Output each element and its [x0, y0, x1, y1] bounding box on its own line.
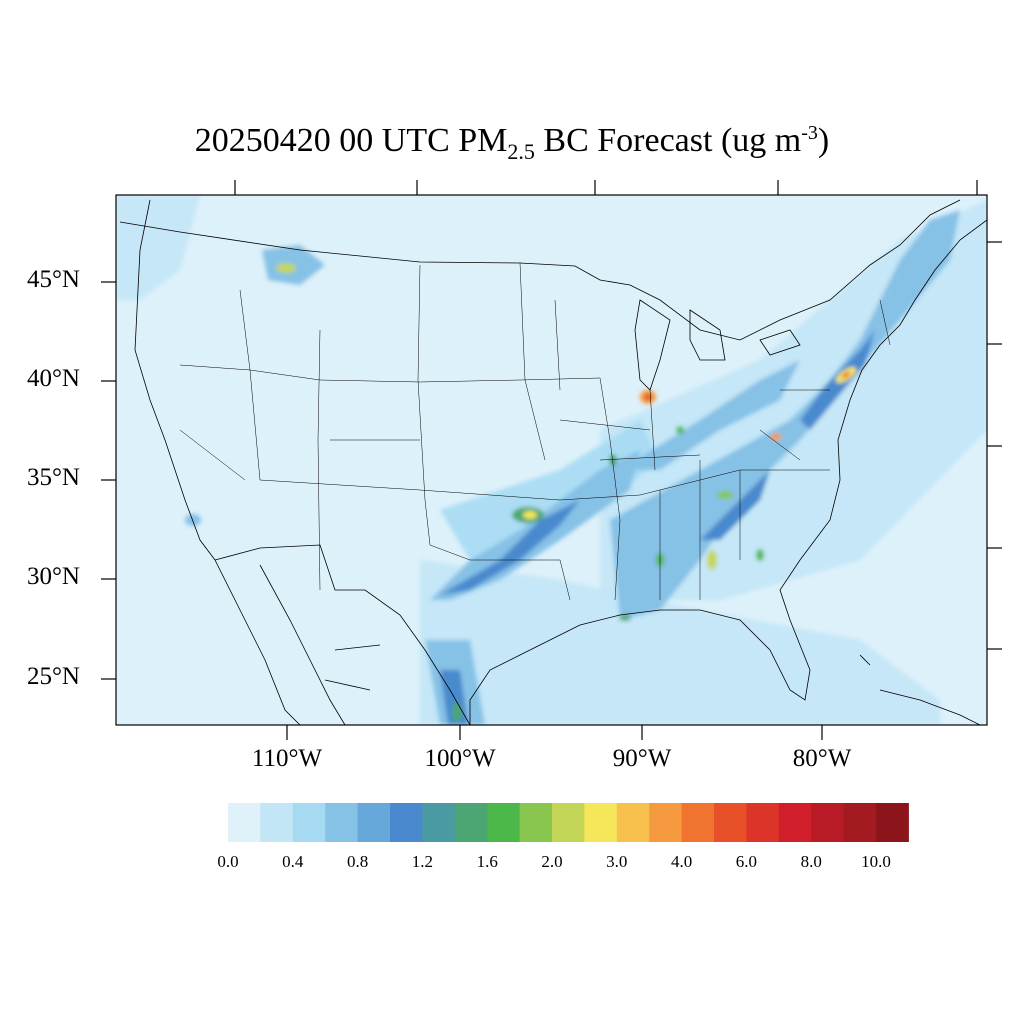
lat-label-30: 30°N: [26, 563, 80, 590]
title-species-subscript: 2.5: [507, 139, 535, 164]
colorbar: [228, 803, 909, 842]
band-ohio: [620, 360, 800, 470]
concentration-field: [116, 195, 987, 725]
haze-west-coast: [116, 195, 200, 300]
lat-label-40: 40°N: [26, 365, 80, 392]
hotspot-carolina: [771, 433, 781, 441]
colorbar-swatch: [487, 803, 521, 842]
political-boundaries: [119, 199, 987, 725]
us-canada-border: [119, 199, 961, 341]
colorbar-swatch: [616, 803, 650, 842]
colorbar-swatch: [390, 803, 423, 842]
colorbar-swatch: [552, 803, 585, 842]
colorbar-swatch: [746, 803, 780, 842]
state-lines: [179, 262, 891, 601]
core-appalachian: [700, 470, 770, 540]
colorbar-tick-label: 6.0: [735, 852, 758, 871]
colorbar-swatch: [811, 803, 845, 842]
colorbar-tick-label: 0.0: [217, 852, 239, 871]
colorbar-swatch: [454, 803, 488, 842]
lon-label-100w: 100°W: [424, 745, 496, 772]
map-frame: [115, 194, 988, 726]
axis-ticks: [101, 180, 1002, 740]
colorbar-tick-label: 0.4: [282, 852, 304, 871]
title-description: BC Forecast (ug m: [543, 122, 802, 159]
hotspot-south-texas: [452, 702, 462, 722]
colorbar-swatch: [357, 803, 391, 842]
mexico-interior: [324, 644, 381, 691]
gulf-coast: [469, 219, 987, 725]
us-mexico-border: [214, 544, 471, 725]
band-southeast: [610, 210, 960, 620]
hotspot-georgia: [756, 549, 764, 561]
title-unit-superscript: -3: [801, 122, 818, 144]
hotspot-oklahoma-core: [523, 511, 537, 519]
colorbar-tick-label: 8.0: [800, 852, 822, 871]
core-texas: [440, 500, 580, 595]
title-species: PM: [458, 122, 508, 159]
colorbar-swatch: [422, 803, 456, 842]
colorbar-tick-label: 3.0: [606, 852, 628, 871]
colorbar-tick-label: 10.0: [861, 852, 891, 871]
lon-label-90w: 90°W: [612, 745, 672, 772]
colorbar-swatch: [519, 803, 553, 842]
lat-label-25: 25°N: [26, 663, 80, 690]
lat-label-45: 45°N: [26, 266, 80, 293]
colorbar-swatch: [260, 803, 294, 842]
hotspot-california: [185, 514, 201, 526]
colorbar-tick-label: 4.0: [670, 852, 693, 871]
colorbar-swatch: [649, 803, 683, 842]
colorbar-swatch: [325, 803, 359, 842]
mexico-mainland: [259, 564, 346, 725]
title-hour: 00 UTC: [339, 122, 450, 159]
lon-label-80w: 80°W: [792, 745, 852, 772]
haze-gulf: [420, 560, 940, 725]
hotspot-ohio: [676, 426, 684, 434]
cuba-bahamas: [859, 654, 981, 725]
colorbar-swatch: [228, 803, 261, 842]
hotspot-alabama: [707, 550, 717, 570]
colorbar-swatch: [681, 803, 715, 842]
colorbar-swatch: [292, 803, 326, 842]
hotspot-louisiana: [619, 615, 631, 621]
colorbar-swatch: [584, 803, 618, 842]
hotspot-nyc-core: [841, 371, 851, 379]
map-title: 20250420 00 UTC PM2.5 BC Forecast (ug m-…: [0, 118, 1024, 164]
hotspot-tennessee: [717, 491, 733, 499]
lon-label-110w: 110°W: [251, 745, 323, 772]
colorbar-tick-label: 1.2: [411, 852, 434, 871]
colorbar-swatch: [778, 803, 812, 842]
hotspot-arkansas: [609, 454, 617, 466]
colorbar-swatch: [843, 803, 877, 842]
lat-label-35: 35°N: [26, 464, 80, 491]
baja: [214, 559, 301, 725]
colorbar-tick-label: 0.8: [346, 852, 369, 871]
colorbar-swatch: [876, 803, 909, 842]
colorbar-swatch: [714, 803, 747, 842]
west-coast: [134, 199, 216, 561]
haze-plains: [440, 420, 660, 560]
colorbar-tick-label: 1.6: [476, 852, 498, 871]
hotspot-chicago-core: [645, 394, 651, 400]
hotspot-montana: [276, 263, 296, 273]
title-date: 20250420: [194, 122, 331, 159]
colorbar-tick-label: 2.0: [541, 852, 563, 871]
title-close-paren: ): [817, 122, 830, 159]
